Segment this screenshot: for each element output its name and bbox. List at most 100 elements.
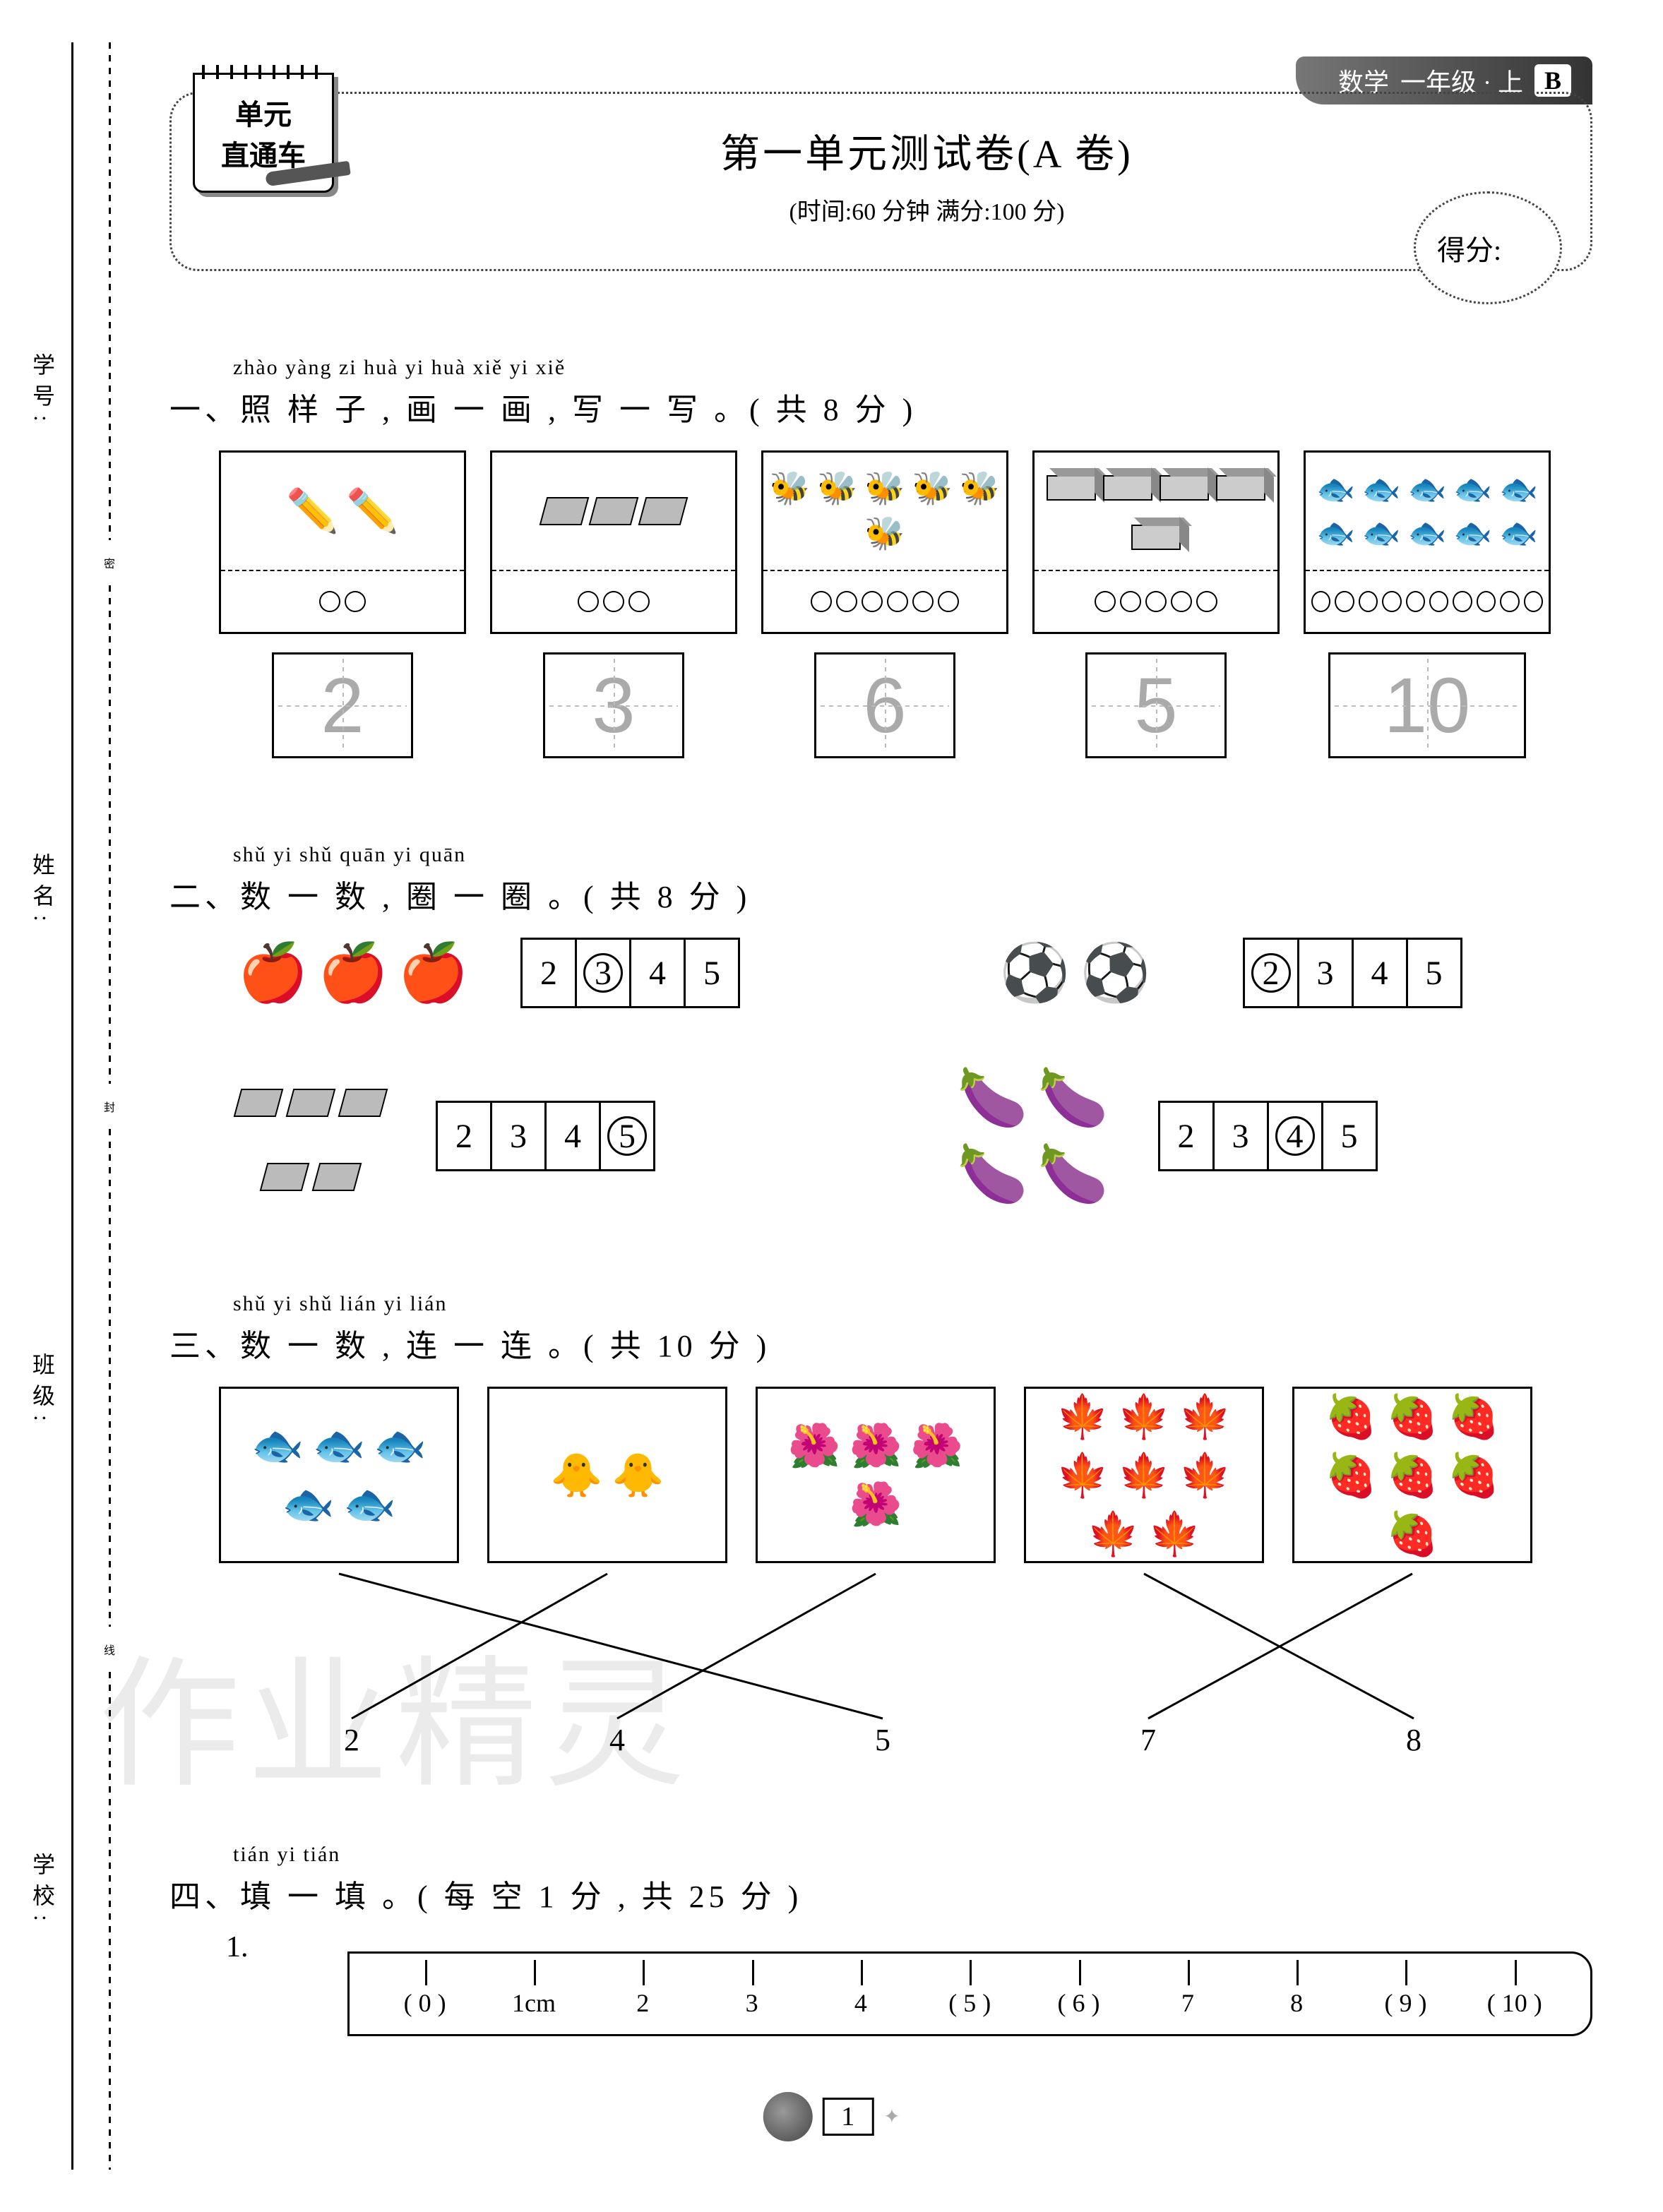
q1-card-icons xyxy=(492,453,735,571)
strawberry-icon: 🍓 xyxy=(1386,1509,1439,1559)
option-number: 5 xyxy=(607,1116,647,1156)
ruler-mark: ( 9 ) xyxy=(1351,1988,1460,2018)
q1-card-circles[interactable] xyxy=(221,571,464,632)
option-box[interactable]: 2 xyxy=(436,1101,492,1171)
q1-card xyxy=(490,450,737,634)
q3-target-number[interactable]: 7 xyxy=(1015,1722,1281,1758)
q1-card-circles[interactable] xyxy=(492,571,735,632)
fish-icon: 🐟 xyxy=(1499,471,1538,508)
q3-target-number[interactable]: 2 xyxy=(219,1722,484,1758)
number-write-box[interactable]: 5 xyxy=(1085,652,1227,758)
apple-icon: 🍎 xyxy=(318,940,388,1006)
fish-icon: 🐟 xyxy=(1316,471,1355,508)
apple-icon: 🍎 xyxy=(398,940,469,1006)
option-box[interactable]: 2 xyxy=(520,938,577,1008)
eggplant-icon: 🍆 xyxy=(1038,1141,1109,1207)
leaf-icon: 🍁 xyxy=(1056,1450,1109,1500)
bee-icon: 🐝 xyxy=(770,470,810,508)
option-number: 2 xyxy=(540,954,557,993)
answer-circle xyxy=(1524,591,1543,612)
option-number: 4 xyxy=(1371,954,1388,993)
fish-icon: 🐟 xyxy=(374,1421,427,1471)
q1-card-icons: 🐟🐟🐟🐟🐟🐟🐟🐟🐟🐟 xyxy=(1306,453,1549,571)
answer-circle xyxy=(1145,591,1167,612)
ruler-mark: 2 xyxy=(588,1988,697,2018)
fish-icon: 🐟 xyxy=(1499,515,1538,551)
strawberry-icon: 🍓 xyxy=(1447,1392,1500,1442)
eggplant-icon: 🍆 xyxy=(958,1065,1028,1131)
option-box[interactable]: 5 xyxy=(684,938,740,1008)
paper-subtitle: (时间:60 分钟 满分:100 分) xyxy=(299,192,1555,227)
q1-heading: 一、照 样 子 , 画 一 画 , 写 一 写 。( 共 8 分 ) xyxy=(169,384,1592,429)
q1-card: 🐟🐟🐟🐟🐟🐟🐟🐟🐟🐟 xyxy=(1304,450,1551,634)
q1-card-circles[interactable] xyxy=(1306,571,1549,632)
leaf-icon: 🍁 xyxy=(1056,1392,1109,1442)
ruler-mark: 7 xyxy=(1133,1988,1242,2018)
option-box[interactable]: 3 xyxy=(1297,938,1354,1008)
option-box[interactable]: 4 xyxy=(544,1101,601,1171)
binding-form-labels: 学号: 姓名: 班级: 学校: xyxy=(21,141,64,2141)
question-4: tián yi tián 四、填 一 填 。( 每 空 1 分 , 共 25 分… xyxy=(169,1843,1592,2036)
q2-pinyin: shǔ yi shǔ quān yi quān xyxy=(233,843,1592,867)
option-box[interactable]: 4 xyxy=(1267,1101,1323,1171)
answer-circle xyxy=(836,591,857,612)
number-write-box[interactable]: 3 xyxy=(543,652,684,758)
q3-card: 🍁🍁🍁🍁🍁🍁🍁🍁 xyxy=(1024,1387,1264,1563)
fish-icon: 🐟 xyxy=(1408,471,1447,508)
question-3: shǔ yi shǔ lián yi lián 三、数 一 数 , 连 一 连 … xyxy=(169,1292,1592,1758)
q3-target-number[interactable]: 8 xyxy=(1281,1722,1546,1758)
ruler-mark: 8 xyxy=(1242,1988,1351,2018)
bee-icon: 🐝 xyxy=(912,470,953,508)
option-box[interactable]: 3 xyxy=(490,1101,547,1171)
option-number: 5 xyxy=(1426,954,1443,993)
eraser-icon xyxy=(290,1067,332,1131)
strawberry-icon: 🍓 xyxy=(1447,1450,1500,1500)
fish-icon: 🐟 xyxy=(1453,515,1492,551)
strawberry-icon: 🍓 xyxy=(1386,1450,1439,1500)
number-write-box[interactable]: 10 xyxy=(1328,652,1526,758)
answer-circle xyxy=(1359,591,1378,612)
q2-icons: 🍆🍆🍆🍆 xyxy=(941,1065,1125,1207)
answer-circle xyxy=(887,591,908,612)
block-icon xyxy=(1216,465,1265,508)
option-box[interactable]: 3 xyxy=(1212,1101,1269,1171)
q2-icons xyxy=(219,1067,403,1205)
q3-card: 🐥🐥 xyxy=(487,1387,727,1563)
option-number: 4 xyxy=(564,1117,581,1156)
option-box[interactable]: 5 xyxy=(1321,1101,1378,1171)
ruler-mark: ( 0 ) xyxy=(371,1988,479,2018)
q2-icons: 🍎🍎🍎 xyxy=(219,940,487,1006)
eraser-icon xyxy=(237,1067,280,1131)
fish-icon: 🐟 xyxy=(343,1479,396,1529)
option-box[interactable]: 4 xyxy=(629,938,686,1008)
option-number: 3 xyxy=(1232,1117,1249,1156)
label-student-id: 学号: xyxy=(26,353,59,430)
q3-pinyin: shǔ yi shǔ lián yi lián xyxy=(233,1292,1592,1316)
q3-target-number[interactable]: 5 xyxy=(750,1722,1015,1758)
q1-card-circles[interactable] xyxy=(763,571,1006,632)
answer-circle xyxy=(1335,591,1354,612)
option-box[interactable]: 4 xyxy=(1352,938,1408,1008)
option-box[interactable]: 3 xyxy=(575,938,631,1008)
pencil-pair-icon: ✏️ xyxy=(286,490,339,532)
option-box[interactable]: 2 xyxy=(1158,1101,1215,1171)
q1-card-circles[interactable] xyxy=(1035,571,1277,632)
binding-edge-line xyxy=(71,42,73,2170)
leaf-icon: 🍁 xyxy=(1118,1450,1171,1500)
fish-icon: 🐟 xyxy=(1362,515,1401,551)
option-box[interactable]: 5 xyxy=(1406,938,1462,1008)
option-box[interactable]: 5 xyxy=(599,1101,655,1171)
option-box[interactable]: 2 xyxy=(1243,938,1299,1008)
label-class: 班级: xyxy=(26,1353,59,1430)
answer-circle xyxy=(1429,591,1448,612)
dash-segment xyxy=(109,585,111,1083)
number-write-box[interactable]: 2 xyxy=(272,652,413,758)
score-bubble[interactable]: 得分: xyxy=(1414,191,1562,304)
strawberry-icon: 🍓 xyxy=(1386,1392,1439,1442)
q1-card: ✏️✏️ xyxy=(219,450,466,634)
q3-target-number[interactable]: 4 xyxy=(484,1722,750,1758)
answer-circle xyxy=(1095,591,1116,612)
number-write-box[interactable]: 6 xyxy=(814,652,955,758)
apple-icon: 🍎 xyxy=(238,940,309,1006)
answer-circle xyxy=(628,591,650,612)
